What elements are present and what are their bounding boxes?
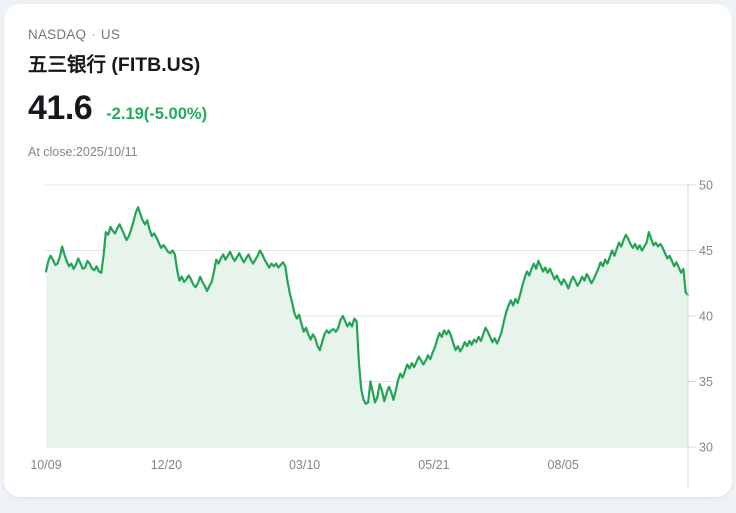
at-close-timestamp: At close:2025/10/11 xyxy=(28,145,138,159)
price-chart[interactable]: 30 35 40 45 50 10/09 12/20 03/10 05/21 08/05 xyxy=(4,164,732,489)
x-axis-label: 03/10 xyxy=(289,458,320,472)
price-change: -2.19(-5.00%) xyxy=(106,105,208,123)
region-name: US xyxy=(100,27,121,42)
chart-x-tick-labels: 10/09 12/20 03/10 05/21 08/05 xyxy=(30,458,579,472)
chart-line xyxy=(44,206,690,405)
price-row: 41.6 -2.19(-5.00%) xyxy=(28,89,207,127)
x-axis-label: 05/21 xyxy=(418,458,449,472)
exchange-separator: · xyxy=(91,27,96,42)
exchange-name: NASDAQ xyxy=(28,27,87,42)
chart-y-tick-labels: 30 35 40 45 50 xyxy=(699,179,713,455)
chart-area-fill xyxy=(46,207,688,447)
stock-quote-card: NASDAQ · US 五三银行 (FITB.US) 41.6 -2.19(-5.0… xyxy=(4,4,732,497)
y-axis-label: 45 xyxy=(699,244,713,258)
x-axis-label: 12/20 xyxy=(151,458,182,472)
page-title: 五三银行 (FITB.US) xyxy=(28,54,201,76)
y-axis-label: 35 xyxy=(699,375,713,389)
y-axis-label: 40 xyxy=(699,310,713,324)
price-chart-svg[interactable]: 30 35 40 45 50 10/09 12/20 03/10 05/21 08/05 xyxy=(4,164,732,489)
x-axis-label: 08/05 xyxy=(548,458,579,472)
x-axis-label: 10/09 xyxy=(30,458,61,472)
y-axis-label: 30 xyxy=(699,441,713,455)
y-axis-label: 50 xyxy=(699,179,713,193)
last-price: 41.6 xyxy=(28,89,93,127)
exchange-region: NASDAQ · US xyxy=(28,27,120,42)
